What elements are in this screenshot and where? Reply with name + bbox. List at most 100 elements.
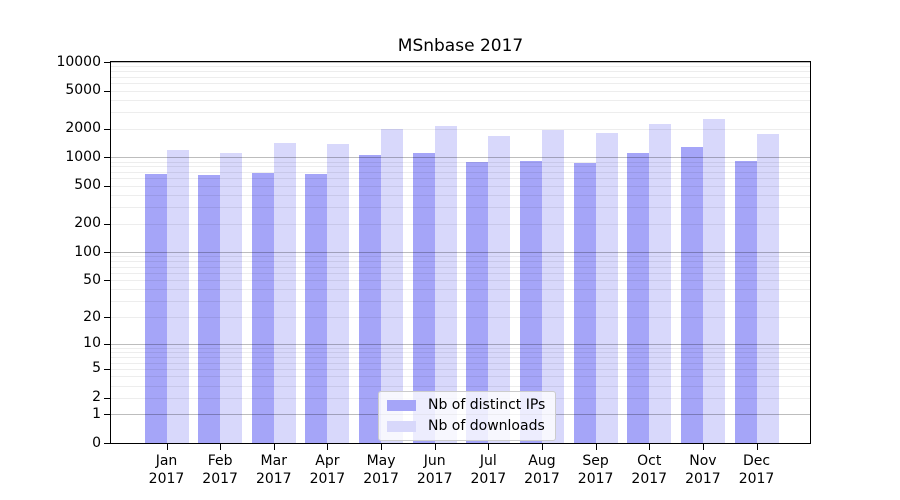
gridline-minor <box>111 161 810 163</box>
gridline-minor <box>111 261 810 263</box>
y-axis-tick-label: 10000 <box>56 53 101 70</box>
gridline-minor <box>111 289 810 291</box>
y-tick-mark <box>104 343 111 345</box>
x-axis-tick-label: Mar 2017 <box>255 453 292 487</box>
legend-label-downloads: Nb of downloads <box>428 418 545 434</box>
y-tick-mark <box>104 157 111 159</box>
gridline-minor <box>111 83 810 85</box>
gridline-minor <box>111 76 810 78</box>
gridline-minor <box>111 171 810 173</box>
legend: Nb of distinct IPs Nb of downloads <box>378 391 557 441</box>
y-axis-tick-label: 1000 <box>65 148 101 165</box>
y-tick-mark <box>104 397 111 399</box>
y-axis-tick-label: 0 <box>92 434 101 451</box>
gridline-minor <box>111 178 810 180</box>
gridline-minor <box>111 362 810 364</box>
x-axis-tick-label: Oct 2017 <box>631 453 668 487</box>
plot-area <box>110 61 811 444</box>
x-axis-tick-label: Jan 2017 <box>148 453 185 487</box>
bar-downloads-apr <box>327 143 350 443</box>
y-axis-tick-label: 2000 <box>65 120 101 137</box>
x-axis-tick-label: Feb 2017 <box>202 453 238 487</box>
y-axis-tick-label: 200 <box>74 215 101 232</box>
x-axis-tick-label: Aug 2017 <box>524 453 560 487</box>
y-tick-mark <box>104 223 111 225</box>
bar-downloads-jul <box>488 136 511 443</box>
y-tick-mark <box>104 90 111 92</box>
gridline-minor <box>111 185 810 187</box>
y-axis-tick-label: 5 <box>92 360 101 377</box>
bar-downloads-nov <box>702 119 725 443</box>
bar-downloads-sep <box>595 133 618 443</box>
bar-distinct-ips-aug <box>519 161 542 443</box>
bar-downloads-mar <box>273 143 296 443</box>
gridline-minor <box>111 66 810 68</box>
y-axis-tick-label: 2 <box>92 389 101 406</box>
y-axis-tick-label: 50 <box>83 271 101 288</box>
legend-item-downloads: Nb of downloads <box>387 418 545 434</box>
gridline-minor <box>111 317 810 319</box>
x-tick-mark <box>756 444 758 450</box>
gridline-major <box>111 157 810 159</box>
y-axis-tick-label: 500 <box>74 177 101 194</box>
bar-distinct-ips-nov <box>680 147 703 443</box>
gridline-minor <box>111 347 810 349</box>
y-axis-tick-label: 100 <box>74 243 101 260</box>
gridline-minor <box>111 385 810 387</box>
bar-distinct-ips-feb <box>198 175 221 443</box>
bar-distinct-ips-mar <box>251 173 274 443</box>
x-axis-tick-label: May 2017 <box>363 453 399 487</box>
gridline-minor <box>111 352 810 354</box>
gridline-minor <box>111 111 810 113</box>
bar-distinct-ips-oct <box>627 152 650 443</box>
bar-distinct-ips-sep <box>573 162 596 443</box>
y-axis-tick-label: 1 <box>92 405 101 422</box>
gridline-minor <box>111 90 810 92</box>
y-tick-mark <box>104 280 111 282</box>
x-tick-mark <box>381 444 383 450</box>
y-tick-mark <box>104 317 111 319</box>
y-tick-mark <box>104 185 111 187</box>
y-axis-tick-label: 5000 <box>65 82 101 99</box>
gridline-major <box>111 62 810 63</box>
chart-title: MSnbase 2017 <box>397 36 524 56</box>
gridline-minor <box>111 71 810 73</box>
bar-downloads-feb <box>220 152 243 443</box>
bar-downloads-may <box>381 128 404 443</box>
gridline-minor <box>111 256 810 258</box>
y-tick-mark <box>104 443 111 444</box>
gridline-major <box>111 252 810 254</box>
gridline-minor <box>111 195 810 197</box>
legend-item-distinct-ips: Nb of distinct IPs <box>387 397 545 413</box>
x-tick-mark <box>166 444 168 450</box>
gridline-minor <box>111 223 810 225</box>
bar-distinct-ips-jul <box>466 162 489 443</box>
x-tick-mark <box>702 444 704 450</box>
x-axis-tick-label: Apr 2017 <box>309 453 346 487</box>
gridline-minor <box>111 280 810 282</box>
x-axis-tick-label: Jul 2017 <box>470 453 507 487</box>
x-axis-tick-label: Sep 2017 <box>577 453 614 487</box>
gridline-minor <box>111 166 810 168</box>
gridline-minor <box>111 266 810 268</box>
legend-swatch-distinct-ips <box>387 399 416 411</box>
y-tick-mark <box>104 414 111 416</box>
x-tick-mark <box>649 444 651 450</box>
x-tick-mark <box>488 444 490 450</box>
gridline-minor <box>111 206 810 208</box>
y-tick-mark <box>104 128 111 130</box>
x-axis-tick-label: Dec 2017 <box>738 453 775 487</box>
x-axis-tick-label: Nov 2017 <box>685 453 721 487</box>
gridline-minor <box>111 356 810 358</box>
gridline-minor <box>111 99 810 101</box>
bar-distinct-ips-jun <box>412 152 435 443</box>
y-axis-tick-label: 10 <box>83 335 101 352</box>
bar-distinct-ips-jan <box>144 174 167 443</box>
bar-downloads-jan <box>166 150 189 443</box>
gridline-minor <box>111 300 810 302</box>
y-tick-mark <box>104 368 111 370</box>
y-tick-mark <box>104 252 111 254</box>
bar-distinct-ips-may <box>359 154 382 443</box>
x-tick-mark <box>327 444 329 450</box>
